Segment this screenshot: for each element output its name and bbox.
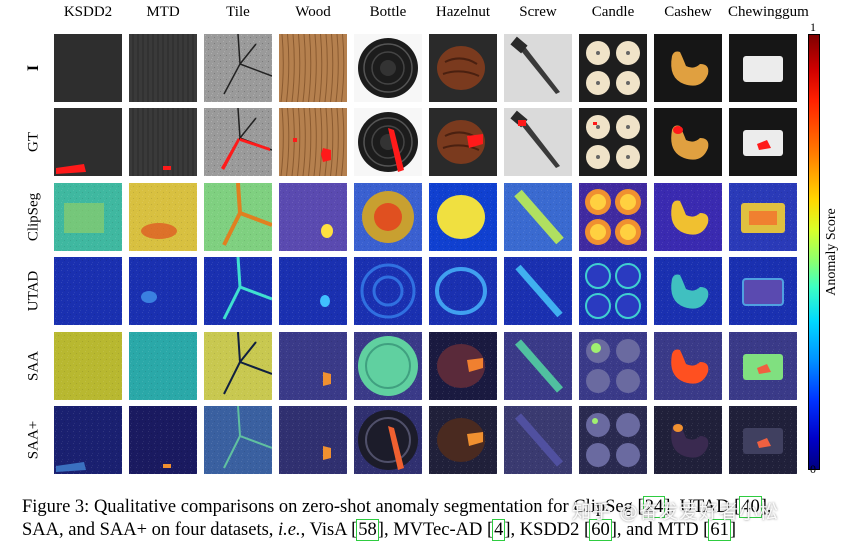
column-header-cashew: Cashew xyxy=(664,4,712,20)
citation-link[interactable]: 61 xyxy=(708,519,731,541)
result-tile xyxy=(279,332,347,400)
result-tile xyxy=(579,332,647,400)
result-tile xyxy=(54,108,122,176)
result-tile xyxy=(504,34,572,102)
result-tile xyxy=(354,108,422,176)
citation-link[interactable]: 24 xyxy=(642,496,666,518)
result-tile xyxy=(579,406,647,474)
column-header-ksdd2: KSDD2 xyxy=(63,4,113,20)
result-tile xyxy=(729,108,797,176)
result-tile xyxy=(729,332,797,400)
column-header-mtd: MTD xyxy=(146,4,180,20)
result-tile xyxy=(129,34,197,102)
result-tile xyxy=(204,332,272,400)
result-tile xyxy=(429,257,497,325)
result-tile xyxy=(654,108,722,176)
result-tile xyxy=(354,406,422,474)
result-tile xyxy=(579,34,647,102)
result-tile xyxy=(504,332,572,400)
result-tile xyxy=(729,183,797,251)
result-tile xyxy=(654,332,722,400)
result-tile xyxy=(279,108,347,176)
result-tile xyxy=(729,34,797,102)
result-tile xyxy=(654,406,722,474)
result-tile xyxy=(204,183,272,251)
result-tile xyxy=(129,257,197,325)
colorbar-max-label: 1 xyxy=(810,20,816,34)
result-tile xyxy=(204,257,272,325)
result-tile xyxy=(204,406,272,474)
result-tile xyxy=(579,257,647,325)
column-header-bottle: Bottle xyxy=(369,4,407,20)
result-tile xyxy=(204,34,272,102)
result-tile xyxy=(729,257,797,325)
result-tile xyxy=(504,406,572,474)
caption-line-1: Figure 3: Qualitative comparisons on zer… xyxy=(22,496,772,518)
result-tile xyxy=(279,257,347,325)
result-tile xyxy=(129,108,197,176)
result-tile xyxy=(129,332,197,400)
result-tile xyxy=(354,183,422,251)
column-header-chewinggum: Chewinggum xyxy=(728,4,809,20)
column-header-candle: Candle xyxy=(591,4,635,20)
result-tile xyxy=(54,257,122,325)
anomaly-colorbar xyxy=(808,34,820,470)
watermark-text: 知乎 @奋发爱好者小松 xyxy=(572,501,780,523)
result-tile xyxy=(54,34,122,102)
figure-caption: Figure 3: Qualitative comparisons on zer… xyxy=(22,496,842,542)
result-tile xyxy=(354,332,422,400)
result-tile xyxy=(654,183,722,251)
result-tile xyxy=(654,257,722,325)
result-tile xyxy=(279,406,347,474)
result-tile xyxy=(579,108,647,176)
column-header-hazelnut: Hazelnut xyxy=(435,4,491,20)
colorbar-min-label: 0 xyxy=(810,462,816,476)
result-tile xyxy=(429,332,497,400)
result-tile xyxy=(729,406,797,474)
citation-link[interactable]: 58 xyxy=(356,519,379,541)
citation-link[interactable]: 4 xyxy=(492,519,506,541)
caption-line-2: SAA, and SAA+ on four datasets, i.e., Vi… xyxy=(22,519,737,541)
result-tile xyxy=(54,332,122,400)
column-header-screw: Screw xyxy=(519,4,557,20)
result-tile xyxy=(654,34,722,102)
result-tile xyxy=(429,108,497,176)
result-tile xyxy=(279,34,347,102)
result-tile xyxy=(429,183,497,251)
result-tile xyxy=(504,183,572,251)
result-tile xyxy=(279,183,347,251)
result-tile xyxy=(354,34,422,102)
column-header-wood: Wood xyxy=(295,4,331,20)
result-tile xyxy=(504,108,572,176)
citation-link[interactable]: 60 xyxy=(589,519,612,541)
result-tile xyxy=(429,34,497,102)
result-tile xyxy=(204,108,272,176)
result-tile xyxy=(579,183,647,251)
result-tile xyxy=(354,257,422,325)
citation-link[interactable]: 40 xyxy=(739,496,762,518)
result-tile xyxy=(129,183,197,251)
column-header-tile: Tile xyxy=(226,4,250,20)
result-tile xyxy=(429,406,497,474)
result-tile xyxy=(504,257,572,325)
result-tile xyxy=(129,406,197,474)
result-tile xyxy=(54,183,122,251)
result-tile xyxy=(54,406,122,474)
